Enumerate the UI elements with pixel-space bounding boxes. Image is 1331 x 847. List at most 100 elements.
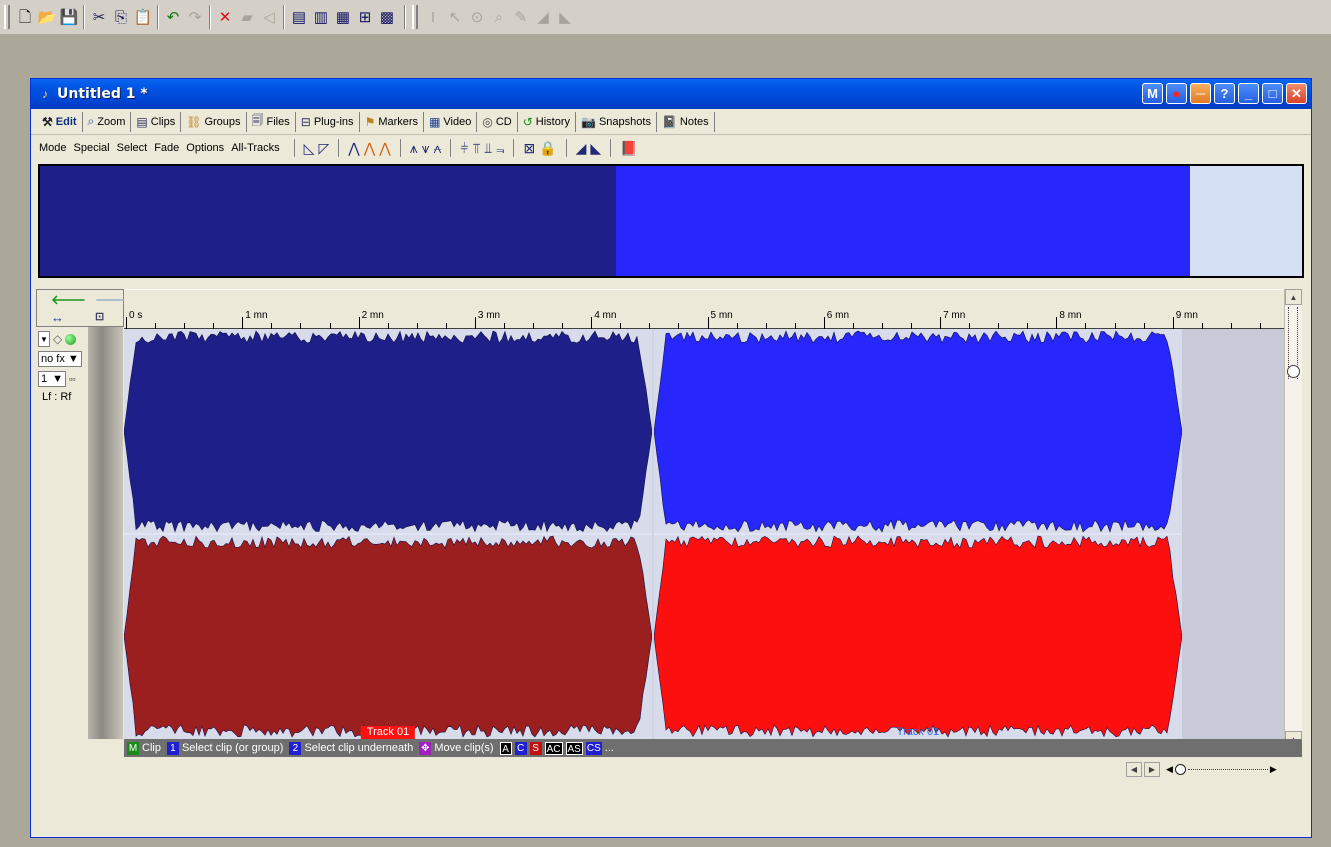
tab-edit[interactable]: ⚒ Edit — [37, 111, 83, 132]
overview-segment — [616, 166, 1190, 276]
save-icon[interactable]: 💾 — [59, 8, 79, 26]
horizontal-zoom-track[interactable] — [1187, 768, 1268, 770]
tab-groups[interactable]: ⛓ Groups — [181, 111, 247, 132]
text-tool-icon[interactable]: I — [430, 8, 436, 26]
tab-zoom[interactable]: ⌕ Zoom — [83, 111, 132, 132]
menu-fade[interactable]: Fade — [154, 142, 180, 154]
zoom-in-horizontal-icon[interactable]: ▶ — [1269, 763, 1277, 774]
view-layout-5-icon[interactable]: ▩ — [379, 8, 395, 26]
book-icon[interactable]: 📕 — [620, 139, 638, 156]
view-layout-3-icon[interactable]: ▦ — [335, 8, 351, 26]
track-active-led-icon[interactable] — [65, 333, 77, 345]
toolbar-grip[interactable] — [412, 5, 418, 29]
track-route-label[interactable]: Lf : Rf — [42, 391, 72, 403]
vertical-zoom-track[interactable] — [1288, 307, 1298, 379]
status-hint-text: ... — [604, 742, 614, 754]
tab-cd[interactable]: ◎ CD — [477, 111, 518, 132]
tab-notes[interactable]: 📓 Notes — [657, 111, 715, 132]
maximize-button[interactable]: □ — [1262, 83, 1283, 104]
horizontal-resize-icon[interactable]: ↔ — [51, 310, 64, 325]
zoom-fit-icon[interactable]: ⊡ — [95, 311, 105, 323]
tab-files[interactable]: 🗐 Files — [247, 111, 296, 132]
view-layout-2-icon[interactable]: ▥ — [313, 8, 329, 26]
view-layout-4-icon[interactable]: ⊞ — [358, 8, 372, 26]
tab-markers[interactable]: ⚑ Markers — [360, 111, 425, 132]
align-2-icon[interactable]: ⫪ — [472, 139, 481, 156]
tab-snapshots[interactable]: 📷 Snapshots — [576, 111, 657, 132]
delete-icon[interactable]: ✕ — [218, 8, 232, 26]
new-file-icon[interactable]: 🗋 — [18, 8, 32, 26]
menu-select[interactable]: Select — [116, 142, 148, 154]
snap-2-icon[interactable]: ⩛ — [421, 139, 430, 156]
magnify-tool-icon[interactable]: ⌕ — [494, 8, 504, 26]
audio-clip[interactable]: Track 01 — [654, 329, 1182, 739]
empty-timeline-area[interactable] — [1182, 329, 1284, 739]
lock-icon[interactable]: 🔒 — [539, 139, 557, 156]
fade-out-icon[interactable]: ◣ — [590, 139, 602, 156]
fade-out-tool-icon[interactable]: ◣ — [559, 8, 571, 26]
track-number-select[interactable]: 1 ▼ — [38, 371, 66, 387]
title-bar[interactable]: ♪ Untitled 1 * M ● ─? _ □ ✕ — [31, 79, 1311, 109]
redo-icon[interactable]: ↷ — [188, 8, 202, 26]
vertical-zoom-scrollbar[interactable]: ▲ ▲ ▼ ⊕ — [1284, 289, 1302, 779]
time-ruler[interactable]: 0 s 1 mn 2 mn 3 mn 4 mn 5 mn 6 mn 7 mn 8 mn 9 mn — [124, 289, 1284, 330]
track-automation-icon[interactable]: ◇ — [53, 332, 63, 346]
align-3-icon[interactable]: ⫫ — [484, 139, 493, 156]
toolbar-grip[interactable] — [4, 5, 10, 29]
mute-icon[interactable]: ◁ — [263, 8, 275, 26]
tab-label: Markers — [378, 115, 419, 128]
scroll-up-button[interactable]: ▲ — [1285, 289, 1302, 305]
snap-3-icon[interactable]: ⩜ — [433, 139, 442, 156]
paste-icon[interactable]: 📋 — [133, 8, 153, 26]
menu-mode[interactable]: Mode — [39, 142, 67, 154]
menu-special[interactable]: Special — [73, 142, 110, 154]
zoom-tool-icon[interactable]: ⊙ — [470, 8, 484, 26]
track-menu-dropdown[interactable]: ▼ — [38, 331, 50, 347]
scroll-left-button[interactable]: ◀ — [1126, 761, 1142, 777]
menu-options[interactable]: Options — [186, 142, 225, 154]
fade-in-icon[interactable]: ◢ — [575, 139, 587, 156]
open-folder-icon[interactable]: 📂 — [37, 8, 57, 26]
arrow-right-icon[interactable]: 🡒 — [95, 292, 130, 307]
minimize-button[interactable]: _ — [1238, 83, 1259, 104]
fade-shape-2-icon[interactable]: ⋀ — [363, 139, 376, 156]
vertical-zoom-thumb[interactable] — [1287, 365, 1300, 378]
snap-1-icon[interactable]: ⩚ — [409, 139, 418, 156]
tab-video[interactable]: ▦ Video — [424, 111, 478, 132]
menu-all-tracks[interactable]: All-Tracks — [231, 142, 280, 154]
fade-shape-1-icon[interactable]: ⋀ — [348, 139, 360, 156]
waveform-area[interactable]: Track 01 Track 01 — [124, 329, 1284, 739]
fade-in-tool-icon[interactable]: ◢ — [537, 8, 549, 26]
help-button[interactable]: ? — [1214, 83, 1235, 104]
mixer-button[interactable]: M — [1142, 83, 1163, 104]
close-button[interactable]: ✕ — [1286, 83, 1307, 104]
horizontal-zoom-controls[interactable]: ◀ ▶ ◀ ▶ — [1126, 761, 1301, 777]
view-layout-1-icon[interactable]: ▤ — [291, 8, 307, 26]
crossfade-mode-2-icon[interactable]: ◸ — [318, 139, 330, 156]
undo-icon[interactable]: ↶ — [166, 8, 180, 26]
fade-shape-3-icon[interactable]: ⋀ — [379, 139, 391, 156]
record-button[interactable]: ● — [1166, 83, 1187, 104]
align-4-icon[interactable]: ⫬ — [496, 139, 505, 156]
select-tool-icon[interactable]: ↖ — [448, 8, 462, 26]
align-1-icon[interactable]: ⫩ — [460, 139, 469, 156]
overview-panel[interactable] — [38, 164, 1304, 278]
audio-clip[interactable]: Track 01 — [124, 329, 652, 739]
fx-select[interactable]: no fx ▼ — [38, 351, 82, 367]
crossfade-mode-1-icon[interactable]: ◺ — [303, 139, 315, 156]
erase-icon[interactable]: ▰ — [241, 8, 253, 26]
loop-icon[interactable]: ⊠ — [523, 139, 536, 156]
horizontal-zoom-thumb[interactable] — [1174, 763, 1186, 775]
tab-clips[interactable]: ▤ Clips — [131, 111, 182, 132]
arrow-left-icon[interactable]: 🡐 — [51, 292, 86, 307]
ruler-major-tick — [1172, 317, 1174, 330]
ruler-minor-tick — [503, 323, 505, 330]
pencil-tool-icon[interactable]: ✎ — [514, 8, 528, 26]
tab-plug-ins[interactable]: ⊟ Plug-ins — [296, 111, 360, 132]
cut-icon[interactable]: ✂ — [92, 8, 106, 26]
minimize-doc-button[interactable]: ─ — [1190, 83, 1211, 104]
copy-icon[interactable]: ⎘ — [114, 8, 127, 26]
tab-history[interactable]: ↺ History — [518, 111, 577, 132]
scroll-right-button[interactable]: ▶ — [1144, 761, 1160, 777]
zoom-out-horizontal-icon[interactable]: ◀ — [1166, 763, 1173, 774]
